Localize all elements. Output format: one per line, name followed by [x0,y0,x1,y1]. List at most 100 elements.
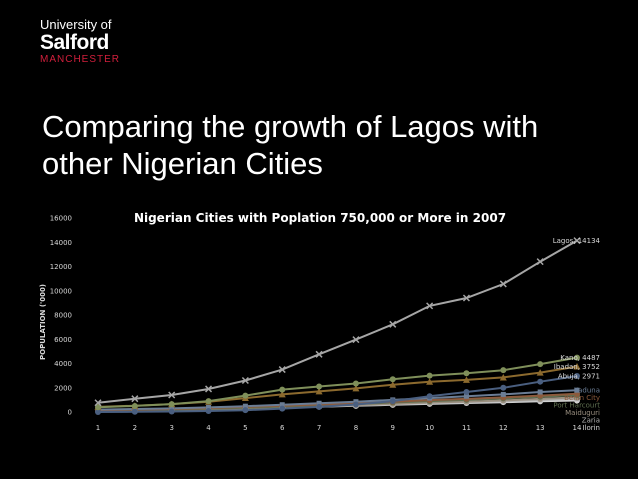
x-tick-label: 1 [96,424,100,432]
x-tick-label: 11 [462,424,471,432]
data-point [278,390,286,398]
data-point [574,372,580,379]
university-logo: University of Salford MANCHESTER [40,18,120,65]
data-point [500,384,507,391]
data-point [537,361,544,368]
data-point [352,401,359,408]
data-point [94,399,102,407]
data-point [426,302,434,310]
data-point [95,409,101,415]
y-axis-label: POPULATION ('000) [39,284,47,360]
data-point [426,372,433,379]
data-point [168,391,176,399]
data-point [168,401,175,408]
y-tick-label: 14000 [50,239,72,247]
logo-line-2: Salford [40,31,109,54]
data-point [536,369,544,376]
data-point [206,404,212,410]
data-point [241,376,249,385]
data-point [389,398,396,405]
data-point [499,373,507,381]
data-point [537,378,544,385]
data-point [500,367,507,374]
data-point [205,398,212,405]
data-point [315,387,323,395]
series-line-lagos [97,239,578,404]
data-point [242,392,249,399]
data-point [352,380,359,387]
data-label: Benin City [564,394,600,402]
y-tick-label: 6000 [54,336,72,344]
data-point [426,393,433,400]
x-tick-label: 13 [536,424,545,432]
y-tick-label: 10000 [50,287,72,295]
data-label: Maiduguri [565,409,600,417]
data-label: Zaria [582,417,600,425]
line-chart: Nigerian Cities with Poplation 750,000 o… [39,211,601,432]
y-axis-ticks: 0 2000 4000 6000 8000 10000 12000 14000 16000 [50,215,72,417]
data-point [462,376,470,383]
data-point [536,258,544,266]
y-tick-label: 4000 [54,360,72,368]
data-point [426,378,434,385]
slide-title: Comparing the growth of Lagos with other… [42,109,539,181]
series-lines [97,239,578,413]
y-tick-label: 0 [68,409,72,417]
x-tick-label: 9 [391,424,395,432]
x-tick-label: 12 [499,424,508,432]
data-point [131,402,138,409]
data-label: Ibadan, 3752 [554,363,600,371]
data-point [316,403,323,410]
data-label: Port Harcourt [553,402,600,410]
x-tick-label: 8 [354,424,358,432]
y-tick-label: 8000 [54,312,72,320]
data-point [537,389,543,395]
data-point [389,376,396,383]
data-point [168,408,175,415]
data-point [169,405,175,411]
data-point [95,404,101,411]
logo-line-1: University of [40,17,112,32]
logo-line-3: MANCHESTER [40,54,121,65]
data-point [242,403,248,409]
data-point [279,405,286,412]
data-point [278,366,286,374]
data-point [279,386,286,393]
x-tick-label: 7 [317,424,321,432]
series-line-abuja [97,375,578,413]
series-line-kano [97,356,578,409]
x-tick-label: 14 [573,424,582,432]
data-label: Kano, 4487 [560,354,600,362]
data-point [463,388,470,395]
series-markers [94,237,581,415]
x-tick-label: 2 [133,424,137,432]
data-point [316,400,322,406]
data-point [574,354,580,361]
data-point [316,383,323,390]
data-point [352,384,360,392]
data-label: Kaduna [574,387,600,395]
data-label: Lagos, 14134 [553,237,601,245]
data-point [463,393,469,399]
x-axis-ticks: 1 2 3 4 5 6 7 8 9 10 11 12 13 14 [96,424,582,432]
data-point [500,391,506,397]
data-label: Abuja, 2971 [558,372,600,380]
x-tick-label: 3 [169,424,173,432]
data-point [573,363,581,370]
data-point [389,320,397,328]
data-point [131,408,138,415]
data-point [463,370,470,377]
data-point [499,280,507,288]
x-tick-label: 4 [206,424,211,432]
data-point [242,407,249,414]
series-line-kaduna [97,389,578,411]
x-tick-label: 6 [280,424,285,432]
data-point [279,402,285,408]
data-point [205,408,212,415]
x-tick-label: 5 [243,424,247,432]
data-label: Ilorin [582,424,600,432]
y-tick-label: 16000 [50,215,72,223]
y-tick-label: 2000 [54,384,72,392]
chart-title: Nigerian Cities with Poplation 750,000 o… [134,211,506,225]
